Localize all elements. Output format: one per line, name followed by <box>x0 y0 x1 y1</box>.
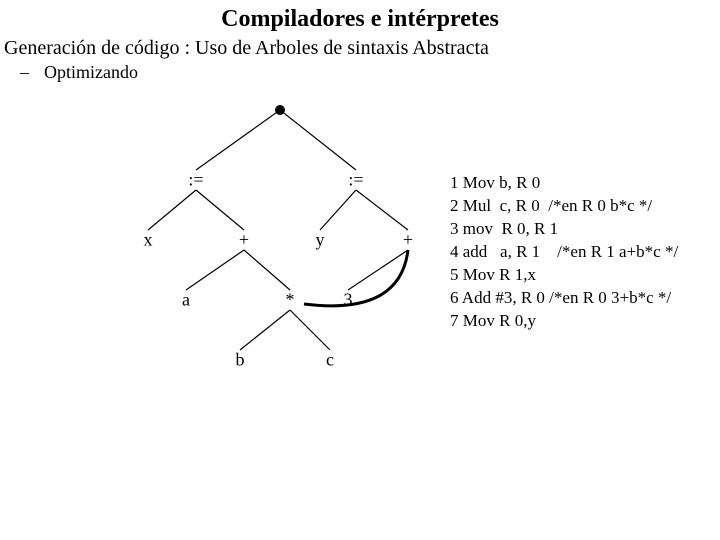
tree-edge <box>280 110 356 170</box>
ast-node-y: y <box>316 230 325 251</box>
tree-edge <box>290 310 330 350</box>
ast-node-three: 3 <box>344 290 353 311</box>
tree-edge <box>348 250 408 290</box>
shared-subtree-edge <box>304 250 408 306</box>
root-dot <box>275 105 285 115</box>
tree-edge <box>356 190 408 230</box>
ast-node-b: b <box>236 350 245 371</box>
tree-edge <box>196 190 244 230</box>
tree-edge <box>186 250 244 290</box>
ast-diagram: := := x + y + a * 3 b c 1 Mov b, R 0 2 Mul c, R 0 /… <box>0 80 720 480</box>
tree-edge <box>320 190 356 230</box>
tree-edge <box>148 190 196 230</box>
tree-edge <box>240 310 290 350</box>
ast-node-x: x <box>144 230 153 251</box>
ast-node-asn2: := <box>348 170 363 191</box>
ast-node-plus2: + <box>403 230 413 251</box>
tree-edge <box>196 110 280 170</box>
ast-node-asn1: := <box>188 170 203 191</box>
tree-edge <box>244 250 290 290</box>
ast-node-c: c <box>326 350 334 371</box>
slide-title: Compiladores e intérpretes <box>0 0 720 33</box>
ast-node-a: a <box>182 290 190 311</box>
ast-node-star: * <box>286 290 295 311</box>
bullet-label: Optimizando <box>44 62 138 82</box>
ast-node-plus1: + <box>239 230 249 251</box>
generated-code: 1 Mov b, R 0 2 Mul c, R 0 /*en R 0 b*c *… <box>450 172 678 333</box>
slide-subtitle: Generación de código : Uso de Arboles de… <box>0 33 720 60</box>
